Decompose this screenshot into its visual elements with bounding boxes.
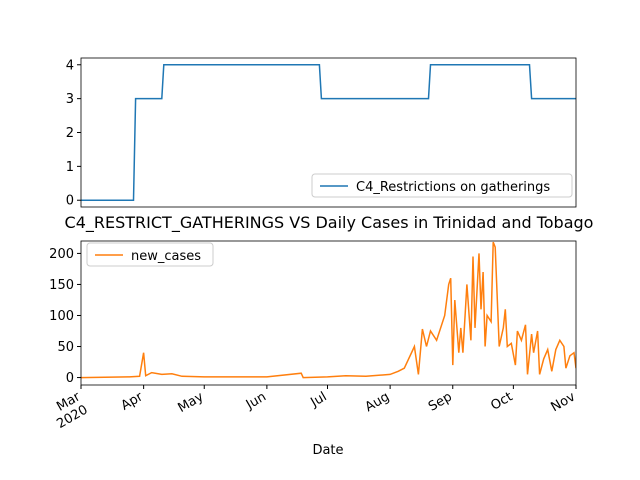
chart-title: C4_RESTRICT_GATHERINGS VS Daily Cases in… bbox=[65, 213, 594, 233]
data-line bbox=[81, 64, 576, 201]
data-line bbox=[81, 241, 576, 379]
x-tick-label: Nov bbox=[549, 389, 579, 415]
x-axis-label: Date bbox=[312, 443, 343, 458]
legend-box bbox=[86, 242, 214, 267]
plot-area bbox=[81, 241, 576, 379]
legend-label: new_cases bbox=[131, 249, 201, 264]
y-tick-label: 0 bbox=[66, 194, 74, 209]
y-tick-label: 1 bbox=[66, 160, 74, 175]
x-tick-label: Apr bbox=[119, 389, 147, 414]
axes-frame bbox=[80, 240, 577, 386]
x-tick-label: Oct bbox=[488, 389, 515, 413]
x-tick-label: May bbox=[175, 389, 206, 416]
y-tick-label: 100 bbox=[49, 309, 74, 324]
y-tick-label: 50 bbox=[57, 340, 74, 355]
x-tick-label: Mar2020 bbox=[47, 389, 91, 432]
x-tick-label: Jul bbox=[308, 389, 330, 410]
y-tick-label: 4 bbox=[66, 58, 74, 73]
x-tick-label: Jun bbox=[243, 389, 269, 413]
y-tick-label: 150 bbox=[49, 278, 74, 293]
y-tick-label: 3 bbox=[66, 92, 74, 107]
y-tick-label: 0 bbox=[66, 371, 74, 386]
y-tick-label: 200 bbox=[49, 247, 74, 262]
y-tick-label: 2 bbox=[66, 126, 74, 141]
legend-label: C4_Restrictions on gatherings bbox=[356, 180, 550, 195]
legend-box bbox=[311, 173, 573, 198]
x-tick-label: Sep bbox=[426, 389, 455, 414]
axes-frame bbox=[80, 57, 577, 208]
x-tick-label: Aug bbox=[363, 389, 392, 415]
plot-area bbox=[81, 64, 576, 201]
